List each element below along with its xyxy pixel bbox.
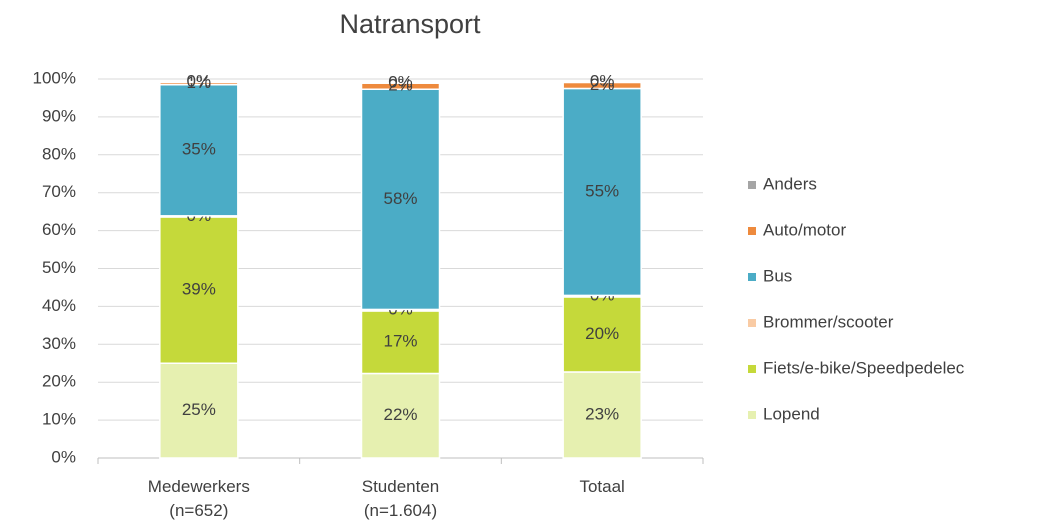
- legend-swatch: [748, 319, 756, 327]
- data-label: 20%: [585, 324, 619, 343]
- bar-segment: [159, 362, 239, 459]
- legend-label: Auto/motor: [763, 220, 846, 239]
- bar-segment: [562, 371, 642, 459]
- data-label: 22%: [383, 405, 417, 424]
- x-tick-label-line: Medewerkers: [148, 477, 250, 496]
- x-tick-label-line: Totaal: [579, 477, 624, 496]
- y-tick-label: 40%: [42, 296, 76, 315]
- x-tick-label-line: (n=1.604): [364, 501, 437, 520]
- legend-label: Fiets/e-bike/Speedpedelec: [763, 358, 965, 377]
- y-tick-label: 70%: [42, 182, 76, 201]
- bar-segment: [562, 80, 642, 84]
- data-label: 35%: [182, 140, 216, 159]
- chart-title: Natransport: [339, 9, 481, 39]
- legend-label: Anders: [763, 174, 817, 193]
- legend-label: Lopend: [763, 404, 820, 423]
- bar-segment: [360, 88, 441, 311]
- bar-segment: [360, 372, 441, 459]
- bar-segment: [159, 83, 239, 217]
- data-label: 0%: [388, 72, 413, 91]
- x-tick-label: Totaal: [579, 477, 624, 496]
- legend-label: Bus: [763, 266, 792, 285]
- bar-segment: [159, 80, 239, 84]
- y-tick-label: 50%: [42, 258, 76, 277]
- legend-swatch: [748, 273, 756, 281]
- data-label: 23%: [585, 404, 619, 423]
- bar-segment: [562, 87, 642, 297]
- data-label: 55%: [585, 181, 619, 200]
- legend-swatch: [748, 365, 756, 373]
- legend-label: Brommer/scooter: [763, 312, 894, 331]
- x-tick-label-line: (n=652): [169, 501, 228, 520]
- y-tick-label: 90%: [42, 106, 76, 125]
- y-tick-label: 100%: [33, 68, 76, 87]
- x-tick-label-line: Studenten: [362, 477, 440, 496]
- data-label: 0%: [187, 72, 212, 91]
- y-tick-label: 60%: [42, 220, 76, 239]
- bar-segment: [159, 216, 239, 364]
- y-tick-label: 20%: [42, 372, 76, 391]
- legend-swatch: [748, 181, 756, 189]
- data-label: 2%: [590, 75, 615, 94]
- bar-segment: [360, 81, 441, 84]
- data-label: 58%: [383, 189, 417, 208]
- data-label: 0%: [590, 72, 615, 91]
- legend-swatch: [748, 227, 756, 235]
- y-tick-label: 30%: [42, 334, 76, 353]
- y-tick-label: 0%: [51, 447, 76, 466]
- x-tick-label: Medewerkers (n=652): [148, 477, 250, 520]
- x-tick-label: Studenten (n=1.604): [362, 477, 440, 520]
- y-tick-label: 10%: [42, 410, 76, 429]
- data-label: 17%: [383, 332, 417, 351]
- data-label: 25%: [182, 400, 216, 419]
- y-tick-label: 80%: [42, 144, 76, 163]
- bar-segment: [562, 296, 642, 373]
- data-label: 39%: [182, 280, 216, 299]
- legend-swatch: [748, 411, 756, 419]
- data-label: 2%: [388, 76, 413, 95]
